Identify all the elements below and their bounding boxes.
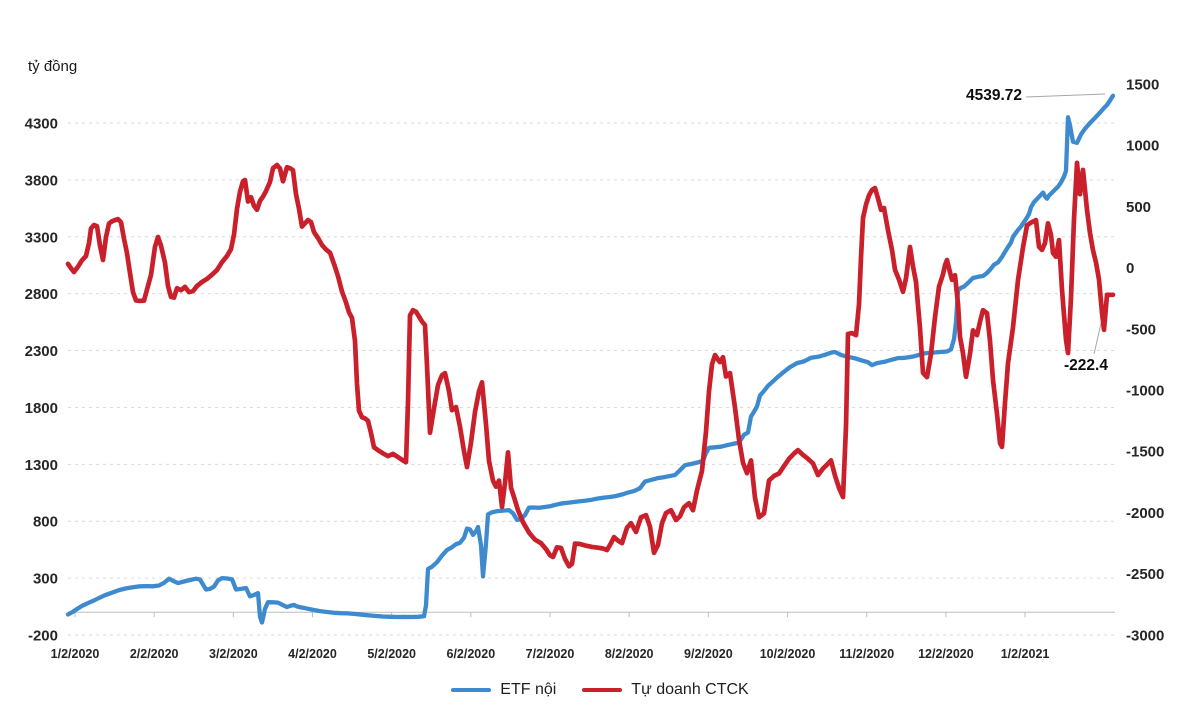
tu-doanh-ctck-line-swatch-icon: [582, 687, 623, 693]
left-axis-tick-label: -200: [28, 628, 58, 645]
x-axis-tick-label: 4/2/2020: [288, 647, 337, 661]
right-axis-tick-label: 1500: [1126, 77, 1159, 94]
annotation-tu-doanh-last-value: -222.4: [1064, 357, 1108, 374]
left-axis-tick-label: 2800: [25, 286, 58, 303]
x-axis-tick-label: 12/2/2020: [918, 647, 974, 661]
x-axis-tick-label: 11/2/2020: [839, 647, 894, 661]
x-axis-tick-label: 1/2/2020: [51, 647, 100, 661]
left-axis-tick-label: 3300: [25, 229, 58, 246]
x-axis-tick-label: 10/2/2020: [760, 647, 816, 661]
left-axis-tick-label: 800: [33, 514, 58, 531]
legend-label-tu-doanh-ctck: Tự doanh CTCK: [631, 681, 749, 698]
right-axis-tick-label: 500: [1126, 199, 1151, 216]
x-axis-tick-label: 3/2/2020: [209, 647, 258, 661]
right-axis-tick-label: 1000: [1126, 138, 1159, 155]
legend: ETF nội Tự doanh CTCK: [0, 681, 1200, 699]
tu-doanh-ctck-line: [65, 160, 1116, 569]
right-axis-tick-label: -2500: [1126, 566, 1164, 583]
annotation-etf-max-value: 4539.72: [965, 87, 1022, 104]
legend-label-etf-noi: ETF nội: [500, 681, 557, 698]
right-axis-tick-label: -1500: [1126, 444, 1164, 461]
right-axis-tick-label: -1000: [1126, 383, 1164, 400]
annotation-leader-line: [1025, 93, 1106, 98]
left-axis-tick-label: 2300: [25, 343, 58, 360]
x-axis-tick-label: 5/2/2020: [367, 647, 416, 661]
x-axis-tick-label: 1/2/2021: [1001, 647, 1050, 661]
x-axis-tick-label: 6/2/2020: [447, 647, 496, 661]
x-axis-tick-label: 8/2/2020: [605, 647, 654, 661]
right-axis-tick-label: -500: [1126, 321, 1156, 338]
right-axis-tick-label: -2000: [1126, 505, 1164, 522]
x-axis-tick-label: 7/2/2020: [526, 647, 575, 661]
right-axis-tick-label: -3000: [1126, 627, 1164, 644]
x-axis-tick-label: 9/2/2020: [684, 647, 733, 661]
left-axis-tick-label: 1300: [25, 457, 58, 474]
etf-noi-line: [65, 93, 1116, 625]
y-axis-title: tỷ đồng: [28, 58, 78, 75]
right-axis-tick-label: 0: [1126, 260, 1134, 277]
left-axis-tick-label: 1800: [25, 400, 58, 417]
left-axis-tick-label: 4300: [25, 116, 58, 133]
x-axis-tick-label: 2/2/2020: [130, 647, 179, 661]
legend-item-tu-doanh-ctck: Tự doanh CTCK: [582, 681, 749, 699]
left-axis-tick-label: 300: [33, 571, 58, 588]
legend-item-etf-noi: ETF nội: [451, 681, 556, 699]
etf-noi-line-swatch-icon: [451, 687, 492, 693]
left-axis-tick-label: 3800: [25, 172, 58, 189]
